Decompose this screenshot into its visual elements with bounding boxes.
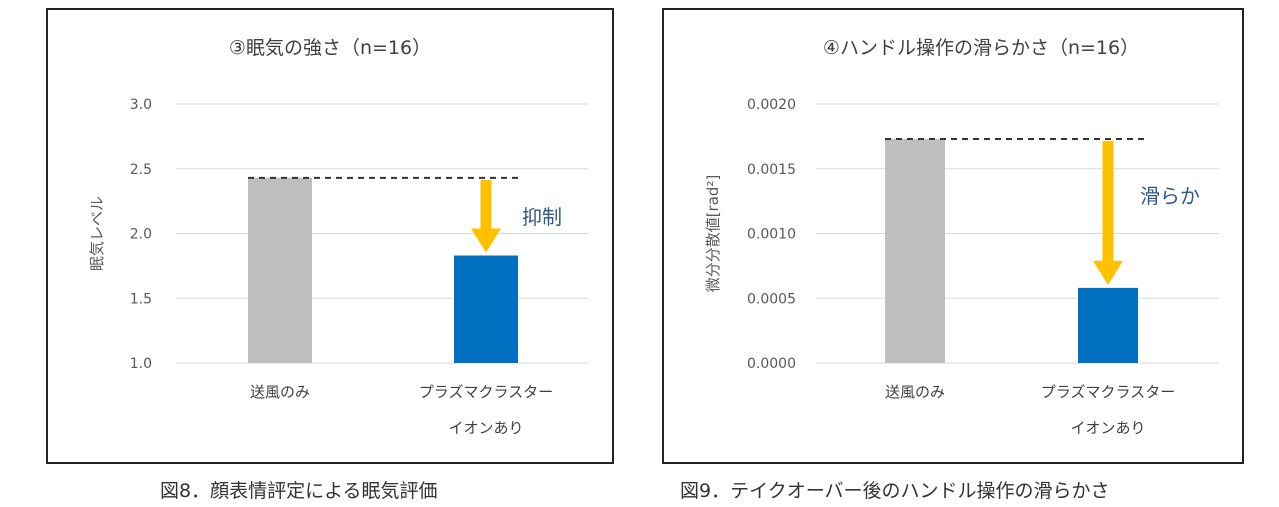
sleepiness-chart-panel: ③眠気の強さ（n=16） 1.0 1.5 2.0 2.5 3.0 眠気レベル送風のみ プラズマ… — [46, 8, 614, 502]
y-tick-label: 3.0 — [130, 97, 152, 113]
y-tick-label: 0.0010 — [747, 227, 796, 243]
y-tick-label: 2.5 — [130, 162, 152, 178]
figure9-caption: 図9．テイクオーバー後のハンドル操作の滑らかさ — [680, 480, 1110, 502]
x-category-label: イオンあり — [1070, 419, 1145, 437]
annotation-label: 滑らか — [1140, 184, 1200, 208]
y-tick-label: 2.0 — [130, 227, 152, 243]
y-tick-label: 1.5 — [130, 291, 152, 307]
sleepiness-chart-frame: ③眠気の強さ（n=16） 1.0 1.5 2.0 2.5 3.0 眠気レベル送風のみ プラズマ… — [46, 8, 614, 464]
steering-chart-panel: ④ハンドル操作の滑らかさ（n=16） 0.0000 0.0005 0.0010 0.00… — [640, 0, 1279, 507]
decrease-arrow-icon — [1093, 140, 1123, 285]
y-tick-label: 0.0005 — [747, 291, 796, 307]
x-category-label: 送風のみ — [885, 383, 945, 401]
y-tick-label: 0.0015 — [747, 162, 796, 178]
y-axis-label: 眠気レベル — [88, 196, 106, 271]
x-category-label: プラズマクラスター — [419, 383, 553, 401]
bar-2 — [1078, 287, 1138, 363]
decrease-arrow-icon — [471, 179, 501, 253]
chart-title: ③眠気の強さ（n=16） — [229, 37, 431, 59]
bar-2 — [454, 255, 518, 363]
steering-chart-frame: ④ハンドル操作の滑らかさ（n=16） 0.0000 0.0005 0.0010 0.00… — [662, 8, 1244, 464]
steering-chart: ④ハンドル操作の滑らかさ（n=16） 0.0000 0.0005 0.0010 0.00… — [704, 37, 1219, 437]
chart-title: ④ハンドル操作の滑らかさ（n=16） — [823, 37, 1139, 59]
x-category-label: イオンあり — [448, 419, 523, 437]
figure8-caption: 図8．顔表情評定による眠気評価 — [160, 480, 438, 502]
annotation-label: 抑制 — [522, 205, 562, 229]
y-tick-label: 0.0000 — [747, 356, 796, 372]
y-tick-label: 0.0020 — [747, 97, 796, 113]
y-axis-label: 微分分散値[rad²] — [704, 175, 722, 293]
y-tick-label: 1.0 — [130, 356, 152, 372]
x-category-label: 送風のみ — [250, 383, 310, 401]
bar-1 — [248, 177, 312, 363]
x-category-label: プラズマクラスター — [1041, 383, 1175, 401]
bar-1 — [885, 138, 945, 363]
